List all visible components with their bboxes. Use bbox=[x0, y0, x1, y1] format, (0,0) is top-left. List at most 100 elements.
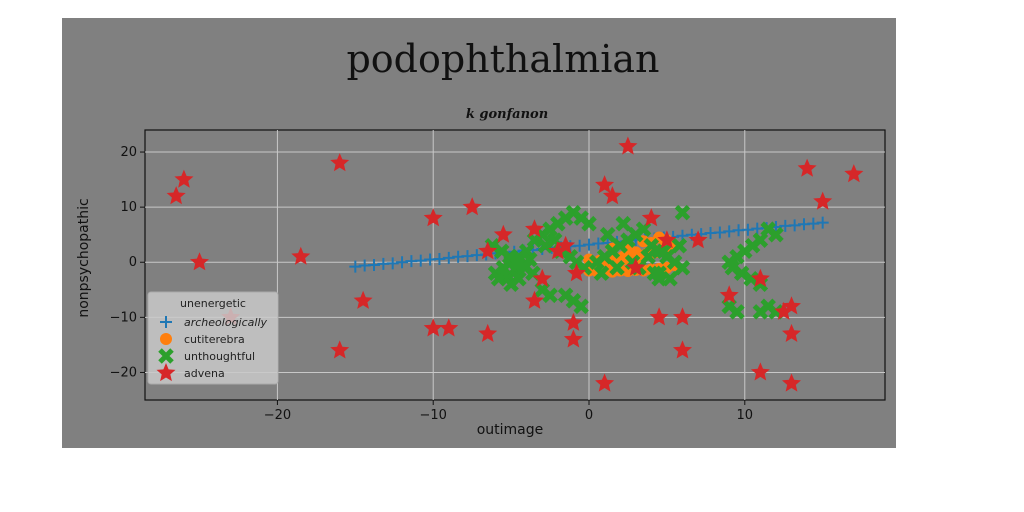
point-archeologically bbox=[807, 217, 820, 230]
point-advena bbox=[774, 301, 794, 320]
point-advena bbox=[782, 296, 801, 315]
point-unthoughtful bbox=[522, 251, 538, 268]
point-archeologically bbox=[396, 256, 409, 269]
point-advena bbox=[844, 164, 864, 183]
point-advena bbox=[563, 312, 583, 331]
point-unthoughtful bbox=[729, 304, 745, 320]
point-archeologically bbox=[414, 254, 427, 267]
point-advena bbox=[750, 362, 770, 381]
point-unthoughtful bbox=[724, 259, 741, 276]
plot-area bbox=[144, 129, 886, 401]
point-advena bbox=[641, 208, 661, 227]
point-advena bbox=[174, 169, 194, 188]
point-advena bbox=[673, 307, 692, 326]
legend-box bbox=[147, 291, 279, 385]
point-advena bbox=[525, 290, 544, 309]
point-advena bbox=[462, 197, 482, 216]
y-tick-label: −20 bbox=[110, 365, 137, 380]
point-advena bbox=[595, 373, 615, 392]
y-tick-label: 10 bbox=[120, 200, 137, 215]
point-archeologically bbox=[713, 226, 726, 239]
point-advena bbox=[548, 241, 568, 260]
legend-title: unenergetic bbox=[180, 297, 246, 310]
point-unthoughtful bbox=[593, 265, 610, 282]
point-archeologically bbox=[386, 257, 399, 270]
x-axis-label: outimage bbox=[477, 422, 544, 438]
y-tick-label: 0 bbox=[129, 255, 137, 270]
x-tick-label: 10 bbox=[737, 408, 754, 423]
point-advena bbox=[493, 224, 513, 243]
point-archeologically bbox=[442, 251, 455, 264]
point-advena bbox=[595, 175, 615, 194]
point-unthoughtful bbox=[635, 221, 652, 237]
legend-label-advena: advena bbox=[184, 367, 225, 380]
point-unthoughtful bbox=[671, 237, 688, 254]
point-advena bbox=[673, 340, 692, 359]
chart-subtitle: k gonfanon bbox=[466, 107, 548, 122]
point-archeologically bbox=[573, 239, 586, 252]
point-unthoughtful bbox=[609, 259, 625, 276]
point-advena bbox=[618, 136, 638, 155]
chart-title: podophthalmian bbox=[346, 37, 659, 81]
point-advena bbox=[353, 290, 373, 309]
x-tick-label: −10 bbox=[419, 408, 446, 423]
point-unthoughtful bbox=[733, 265, 750, 282]
point-advena bbox=[797, 158, 817, 177]
point-unthoughtful bbox=[542, 287, 558, 304]
point-archeologically bbox=[583, 238, 595, 251]
point-archeologically bbox=[741, 223, 754, 236]
point-unthoughtful bbox=[511, 271, 527, 287]
legend-label-archeologically: archeologically bbox=[184, 316, 268, 329]
point-archeologically bbox=[349, 260, 362, 273]
point-advena bbox=[750, 268, 770, 287]
point-unthoughtful bbox=[490, 271, 507, 287]
point-advena bbox=[532, 268, 552, 287]
point-unthoughtful bbox=[573, 298, 589, 315]
point-advena bbox=[291, 246, 311, 265]
point-archeologically bbox=[816, 216, 829, 229]
x-tick-label: 0 bbox=[585, 408, 593, 423]
point-unthoughtful bbox=[651, 265, 667, 282]
point-archeologically bbox=[461, 250, 474, 263]
point-advena bbox=[719, 285, 739, 304]
point-unthoughtful bbox=[674, 259, 691, 276]
point-unthoughtful bbox=[674, 204, 691, 221]
legend-marker-cutiterebra bbox=[160, 333, 172, 345]
point-unthoughtful bbox=[599, 226, 616, 243]
point-advena bbox=[166, 186, 186, 205]
legend-label-cutiterebra: cutiterebra bbox=[184, 333, 245, 346]
legend: unenergetic archeologically cutiterebra un… bbox=[147, 291, 279, 385]
point-advena bbox=[190, 252, 209, 271]
point-advena bbox=[782, 373, 801, 392]
y-axis-label: nonpsychopathic bbox=[76, 198, 92, 317]
point-advena bbox=[478, 323, 498, 342]
point-unthoughtful bbox=[581, 215, 597, 232]
point-archeologically bbox=[433, 252, 446, 265]
point-unthoughtful bbox=[656, 243, 672, 259]
point-advena bbox=[330, 153, 350, 172]
y-tick-label: −10 bbox=[110, 310, 137, 325]
axis-ticks: −20 −10 0 10 −20 −10 0 10 20 bbox=[110, 145, 754, 423]
point-unthoughtful bbox=[537, 237, 554, 254]
point-unthoughtful bbox=[743, 271, 759, 287]
legend-items: archeologically cutiterebra unthoughtful ad… bbox=[156, 316, 268, 382]
legend-marker-advena bbox=[156, 363, 176, 382]
point-advena bbox=[423, 318, 443, 337]
point-advena bbox=[439, 318, 459, 337]
point-unthoughtful bbox=[615, 215, 632, 232]
y-tick-label: 20 bbox=[120, 145, 137, 160]
point-advena bbox=[649, 307, 669, 326]
legend-marker-unthoughtful bbox=[158, 348, 174, 364]
point-archeologically bbox=[723, 225, 736, 238]
point-advena bbox=[567, 263, 586, 282]
point-advena bbox=[688, 230, 708, 249]
point-advena bbox=[478, 241, 498, 260]
data-marks bbox=[166, 136, 864, 392]
x-tick-label: −20 bbox=[264, 408, 291, 423]
point-advena bbox=[423, 208, 443, 227]
legend-label-unthoughtful: unthoughtful bbox=[184, 350, 255, 363]
point-advena bbox=[626, 257, 646, 276]
point-advena bbox=[602, 186, 622, 205]
legend-marker-archeologically bbox=[160, 316, 172, 328]
